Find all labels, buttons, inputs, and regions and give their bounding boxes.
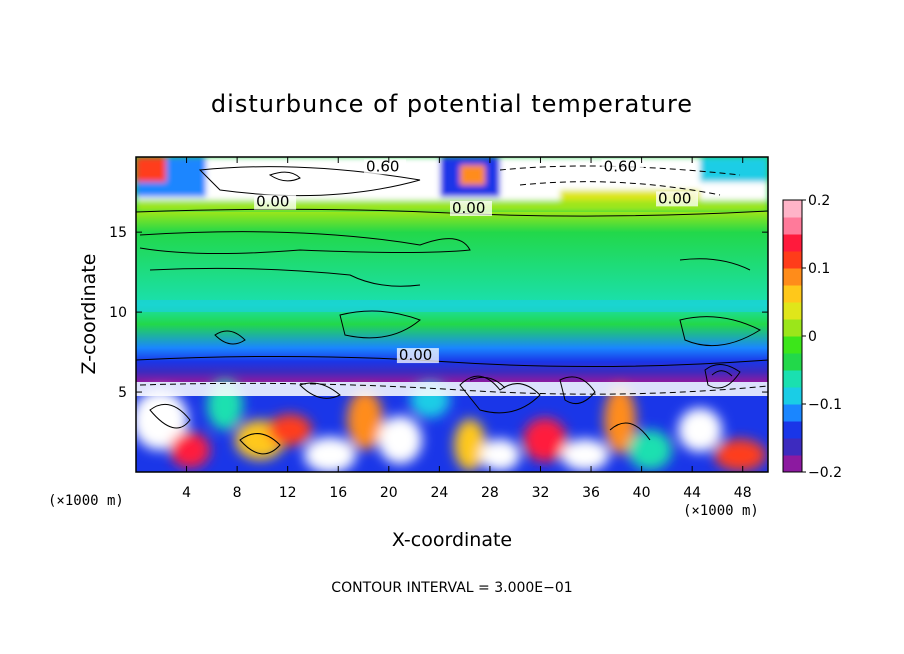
x-tick-label: 32 xyxy=(532,485,550,501)
x-tick-label: 40 xyxy=(633,485,651,501)
contour-label-backdrop xyxy=(601,159,644,175)
x-unit-label-right: (×1000 m) xyxy=(683,503,759,519)
colorbar-tick-label: 0.1 xyxy=(808,261,830,277)
x-tick-label: 44 xyxy=(683,485,701,501)
colorbar: 0.2 0.1 0 −0.1 −0.2 xyxy=(782,193,842,481)
colorbar-tick-label: −0.1 xyxy=(808,397,842,413)
x-tick-label: 48 xyxy=(734,485,752,501)
colorbar-swatch xyxy=(783,353,802,371)
lower-layer-field xyxy=(136,380,768,472)
x-tick-label: 12 xyxy=(279,485,297,501)
y-tick-label: 10 xyxy=(109,305,127,321)
colorbar-swatch xyxy=(783,421,802,439)
contour-label-backdrop xyxy=(450,200,492,216)
y-tick-label: 15 xyxy=(109,225,127,241)
contour-label: 0.00 xyxy=(658,189,691,207)
colorbar-tick-label: 0 xyxy=(808,329,817,345)
colorbar-swatch xyxy=(783,234,802,252)
x-tick-label: 24 xyxy=(430,485,448,501)
colorbar-swatch xyxy=(783,302,802,320)
colorbar-swatch xyxy=(783,336,802,354)
contour-label-backdrop xyxy=(396,348,439,364)
middle-band xyxy=(136,212,768,382)
contour-label: 0.00 xyxy=(452,199,485,217)
x-tick-label: 28 xyxy=(481,485,499,501)
x-tick-label: 20 xyxy=(380,485,398,501)
colorbar-swatch xyxy=(783,251,802,269)
colorbar-swatch xyxy=(783,200,802,218)
chart-title: disturbunce of potential temperature xyxy=(211,90,693,118)
colorbar-swatch xyxy=(783,438,802,456)
y-tick-label: 5 xyxy=(118,385,127,401)
contour-interval-note: CONTOUR INTERVAL = 3.000E−01 xyxy=(331,580,572,596)
contour-label: 0.60 xyxy=(604,157,637,175)
contour-label: 0.00 xyxy=(256,193,289,211)
x-axis-ticks: 4 8 12 16 20 24 28 32 36 40 44 48 xyxy=(182,157,752,501)
colorbar-swatch xyxy=(783,285,802,303)
y-axis-ticks: 5 10 15 xyxy=(109,225,768,401)
colorbar-tick-label: 0.2 xyxy=(808,193,830,209)
contour-label-backdrop xyxy=(656,191,699,207)
x-tick-label: 8 xyxy=(233,485,242,501)
colorbar-swatch xyxy=(783,455,802,473)
x-axis-label: X-coordinate xyxy=(392,529,512,551)
contour-label-backdrop xyxy=(364,159,407,175)
contour-labels: 0.60 0.60 0.00 0.00 0.00 0.00 xyxy=(254,157,699,364)
x-tick-label: 4 xyxy=(182,485,191,501)
colorbar-tick-label: −0.2 xyxy=(808,465,842,481)
y-axis-label: Z-coordinate xyxy=(78,254,100,375)
colorbar-swatch xyxy=(783,319,802,337)
colorbar-ticks: 0.2 0.1 0 −0.1 −0.2 xyxy=(802,193,842,481)
x-tick-label: 36 xyxy=(582,485,600,501)
plot-frame xyxy=(135,156,769,473)
contour-label: 0.00 xyxy=(399,346,432,364)
colorbar-swatch xyxy=(783,268,802,286)
colorbar-swatch xyxy=(783,404,802,422)
contour-label: 0.60 xyxy=(366,157,399,175)
colorbar-swatch xyxy=(783,217,802,235)
contour-label-backdrop xyxy=(254,194,297,210)
colorbar-swatch xyxy=(783,370,802,388)
x-tick-label: 16 xyxy=(329,485,347,501)
x-unit-label-left: (×1000 m) xyxy=(48,493,124,509)
colorbar-swatches xyxy=(783,200,802,473)
plot-area: 0.60 0.60 0.00 0.00 0.00 0.00 xyxy=(136,157,768,472)
colorbar-swatch xyxy=(783,387,802,405)
